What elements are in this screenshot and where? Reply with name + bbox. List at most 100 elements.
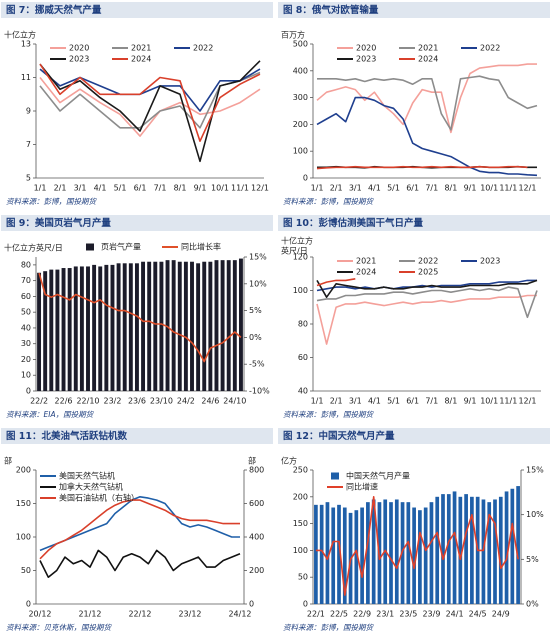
series-line (316, 165, 528, 170)
series-line (39, 549, 241, 578)
bar (487, 502, 492, 604)
bar (110, 264, 115, 391)
y-tick-label: 50 (298, 573, 308, 582)
bar (171, 260, 176, 391)
x-tick-label: 23/9 (422, 610, 440, 619)
x-tick-label: 3/1 (349, 184, 362, 193)
legend-label: 美国天然气钻机 (59, 471, 115, 481)
bar (354, 510, 359, 604)
y2-tick-label: 0% (526, 600, 539, 609)
bar (516, 486, 520, 604)
bar (116, 263, 121, 391)
series-line (39, 60, 261, 163)
bar (73, 266, 78, 391)
series-line (316, 279, 538, 298)
y-tick-label: 400 (293, 66, 308, 75)
y2-tick-label: -5% (249, 360, 265, 369)
series-line (38, 272, 242, 363)
bar (325, 502, 330, 604)
x-tick-label: 4/1 (368, 184, 381, 193)
bar (360, 507, 364, 604)
source-note: 资料来源：彭博，国投期货 (283, 623, 374, 632)
bar (226, 260, 231, 391)
bar (104, 264, 109, 391)
bar (331, 507, 336, 604)
y2-tick-label: 15% (526, 466, 544, 475)
x-tick-label: 8/1 (444, 184, 457, 193)
y-axis-unit: 英尺/日 (281, 246, 308, 256)
header-band (1, 428, 273, 444)
y2-tick-label: 0 (249, 600, 254, 609)
y2-tick-label: 5% (526, 555, 539, 564)
y-tick-label: 60 (21, 292, 31, 301)
bar (406, 502, 411, 604)
y2-tick-label: 800 (249, 466, 264, 475)
legend-label: 2020 (356, 44, 376, 53)
y-tick-label: 30 (21, 339, 31, 348)
series-line (316, 278, 356, 287)
y-tick-label: 100 (16, 533, 31, 542)
x-tick-label: 8/1 (174, 184, 187, 193)
y-axis-unit: 部 (4, 456, 12, 466)
y-tick-label: 11 (21, 73, 31, 82)
y-axis-unit: 十亿立方 (4, 30, 36, 40)
x-tick-label: 5/1 (387, 397, 400, 406)
y-tick-label: 20 (21, 355, 31, 364)
x-tick-label: 1/1 (34, 184, 47, 193)
bar (441, 494, 445, 604)
legend-label: 2021 (356, 257, 376, 266)
x-tick-label: 12/1 (518, 397, 536, 406)
x-tick-label: 7/1 (425, 397, 438, 406)
bar (214, 260, 219, 391)
bar (177, 261, 182, 391)
y-tick-label: 50 (21, 308, 31, 317)
x-tick-label: 2/1 (330, 184, 343, 193)
x-tick-label: 1/1 (311, 397, 324, 406)
y-tick-label: 0 (26, 600, 31, 609)
y-tick-label: 100 (293, 147, 308, 156)
legend-label: 加拿大天然气钻机 (59, 482, 123, 492)
bar (92, 264, 97, 391)
bar (314, 504, 318, 604)
x-tick-label: 10/1 (480, 184, 498, 193)
y-tick-label: 5 (26, 174, 31, 183)
x-tick-label: 4/1 (94, 184, 107, 193)
x-tick-label: 4/1 (368, 397, 381, 406)
x-tick-label: 6/1 (406, 184, 419, 193)
bar (342, 507, 347, 604)
x-tick-label: 20/12 (28, 610, 51, 619)
bar (202, 261, 207, 391)
header-band (278, 428, 550, 444)
x-tick-label: 11/1 (499, 184, 517, 193)
y-tick-label: 40 (298, 387, 308, 396)
bar (319, 504, 324, 604)
legend-label: 2022 (480, 44, 500, 53)
bar (464, 494, 468, 604)
x-tick-label: 24/9 (492, 610, 510, 619)
y-tick-label: 250 (293, 466, 308, 475)
bar (37, 272, 42, 391)
y-tick-label: 200 (293, 492, 308, 501)
header-band (1, 215, 273, 231)
x-tick-label: 10/1 (211, 184, 229, 193)
y-tick-label: 13 (21, 40, 31, 49)
x-tick-label: 23/5 (399, 610, 417, 619)
x-tick-label: 6/1 (406, 397, 419, 406)
legend-label: 2024 (131, 55, 151, 64)
x-tick-label: 22/5 (330, 610, 348, 619)
series-line (39, 68, 261, 112)
source-note: 资料来源：EIA，国投期货 (6, 410, 95, 419)
x-tick-label: 23/1 (376, 610, 394, 619)
x-tick-label: 7/1 (154, 184, 167, 193)
y-tick-label: 9 (26, 107, 31, 116)
x-tick-label: 5/1 (114, 184, 127, 193)
figure-title: 图 12：中国天然气月产量 (283, 430, 395, 442)
bar (337, 504, 341, 604)
legend-label: 中国天然气月产量 (346, 471, 410, 481)
bar (504, 491, 509, 604)
x-tick-label: 24/6 (201, 397, 219, 406)
x-tick-label: 24/5 (469, 610, 487, 619)
bar (183, 261, 188, 391)
y2-tick-label: 10% (249, 279, 267, 288)
x-tick-label: 24/1 (446, 610, 464, 619)
